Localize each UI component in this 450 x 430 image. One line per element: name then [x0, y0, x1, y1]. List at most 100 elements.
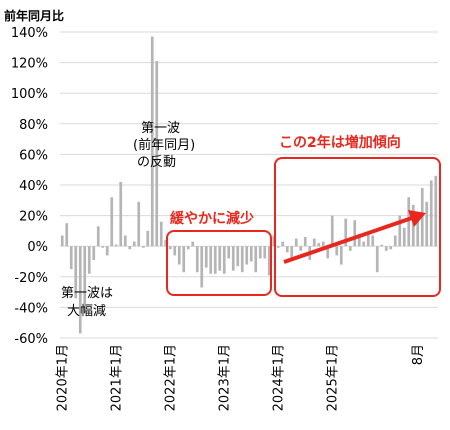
bar	[258, 246, 262, 259]
bar	[123, 235, 127, 247]
x-tick-label: 2021年1月	[109, 344, 124, 411]
bar	[218, 246, 222, 271]
bar	[200, 246, 204, 288]
bar	[290, 246, 294, 259]
bar	[74, 246, 78, 299]
annotation-first-wave-drop-line1: 第一波は	[61, 286, 113, 301]
bar	[182, 246, 186, 273]
bar	[60, 235, 64, 247]
bar	[204, 246, 208, 268]
bar	[168, 246, 172, 250]
bar	[335, 246, 339, 256]
bar	[164, 240, 168, 247]
bar	[326, 246, 330, 259]
x-tick-label: 8月	[411, 344, 426, 365]
bar	[267, 246, 271, 276]
annotation-increasing-trend: この2年は増加傾向	[279, 134, 401, 151]
bar	[434, 175, 438, 247]
bar	[128, 246, 132, 250]
bar	[173, 246, 177, 256]
bar	[78, 246, 82, 334]
annotation-rebound-line1: 第一波	[141, 121, 180, 136]
bar	[137, 201, 141, 247]
bar	[294, 238, 298, 247]
y-tick-label: -20%	[14, 271, 48, 286]
bar	[384, 246, 388, 251]
bar	[69, 246, 73, 270]
bar	[132, 241, 136, 247]
bar	[92, 246, 96, 260]
gridlines	[60, 31, 438, 339]
bar	[285, 246, 289, 253]
y-tick-label: 80%	[19, 118, 48, 133]
x-tick-labels: 2020年1月 2021年1月 2022年1月 2023年1月 2024年1月 2025年…	[55, 344, 426, 411]
x-tick-label: 2022年1月	[163, 344, 178, 411]
bar	[114, 244, 118, 247]
bar	[155, 61, 159, 247]
y-tick-label: 120%	[11, 57, 48, 72]
bar	[321, 241, 325, 247]
bar	[276, 246, 280, 248]
bar	[353, 220, 357, 247]
bar	[339, 246, 343, 265]
bar	[366, 233, 370, 247]
y-tick-label: 140%	[11, 26, 48, 41]
bar	[236, 246, 240, 267]
trend-arrow-line	[283, 216, 413, 264]
bar	[119, 181, 123, 247]
increasing-trend-highlight-box	[274, 157, 441, 297]
bar	[141, 246, 145, 248]
bar	[317, 243, 321, 247]
bar	[344, 218, 348, 247]
bar	[96, 226, 100, 247]
bar	[254, 246, 258, 273]
bar	[159, 221, 163, 247]
x-tick-label: 2024年1月	[271, 344, 286, 411]
trend-arrow-head	[408, 210, 426, 227]
bar	[195, 246, 199, 273]
bar	[303, 237, 307, 247]
bar	[186, 246, 190, 250]
bar	[222, 246, 226, 274]
bar	[362, 241, 366, 247]
bar	[281, 241, 285, 247]
y-tick-label: 100%	[11, 87, 48, 102]
annotation-first-wave-drop-line2: 大幅減	[67, 303, 106, 319]
bar	[429, 180, 433, 247]
bar	[177, 246, 181, 265]
bar	[398, 215, 402, 247]
y-tick-labels: 140% 120% 100% 80% 60% 40% 20% 0% -20% -40% -60%	[11, 26, 48, 347]
bar	[150, 36, 154, 247]
bar	[380, 244, 384, 247]
y-axis-label: 前年同月比	[4, 8, 64, 23]
y-tick-label: -40%	[14, 301, 48, 316]
bar	[272, 235, 276, 247]
bar	[299, 246, 303, 251]
x-tick-label: 2023年1月	[217, 344, 232, 411]
bar	[110, 197, 114, 247]
bar	[249, 246, 253, 262]
bar	[402, 227, 406, 247]
bar	[393, 235, 397, 247]
bar	[416, 215, 420, 247]
annotation-slow-decline: 緩やかに減少	[170, 210, 254, 227]
bar	[146, 230, 150, 247]
x-tick-label: 2020年1月	[55, 344, 70, 411]
y-tick-label: -60%	[14, 332, 48, 347]
y-tick-label: 0%	[27, 240, 48, 255]
x-tick-label: 2025年1月	[325, 344, 340, 411]
bar	[87, 246, 91, 274]
bar	[227, 246, 231, 259]
bar	[105, 246, 109, 256]
annotation-rebound-line3: の反動	[137, 155, 176, 170]
bar	[209, 246, 213, 274]
bar	[312, 238, 316, 247]
bar	[240, 246, 244, 273]
bar	[65, 223, 69, 247]
y-tick-label: 40%	[19, 179, 48, 194]
y-tick-label: 20%	[19, 210, 48, 225]
slow-decline-highlight-box	[166, 230, 272, 296]
bar	[83, 246, 87, 312]
bar	[389, 246, 393, 250]
